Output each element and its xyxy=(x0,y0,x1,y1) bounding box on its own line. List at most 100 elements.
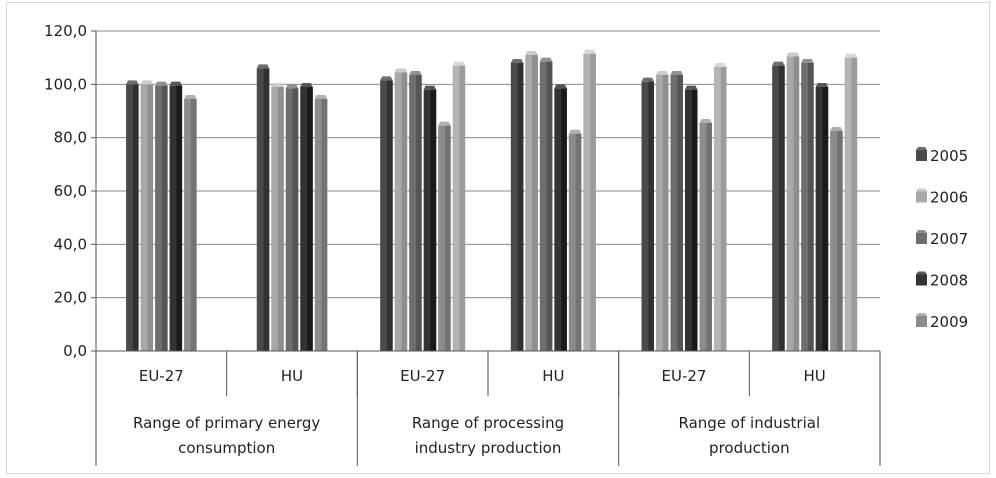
bar-shade xyxy=(677,75,683,351)
group-label: Range of industrial xyxy=(679,414,821,432)
bar xyxy=(525,51,538,351)
bar xyxy=(380,76,393,351)
bar xyxy=(300,83,313,351)
bar xyxy=(772,61,785,352)
bar-shade xyxy=(190,99,197,351)
bar-top xyxy=(714,63,727,67)
y-tick-label: 80,0 xyxy=(54,129,87,147)
legend-label: 2009 xyxy=(930,313,968,331)
legend-swatch xyxy=(916,233,927,244)
bar-top xyxy=(568,129,582,134)
bar-top xyxy=(786,52,800,57)
bar-shade xyxy=(401,72,408,351)
bars-layer xyxy=(126,49,858,352)
bar-shade xyxy=(532,55,538,351)
bar-top xyxy=(300,83,313,87)
legend-swatch-top xyxy=(916,147,927,150)
bar-top xyxy=(438,121,451,126)
bar-shade xyxy=(132,84,139,351)
bar-shade xyxy=(561,88,567,351)
legend-item: 2006 xyxy=(916,188,968,207)
bar-top xyxy=(314,95,328,99)
bar-top xyxy=(380,76,393,81)
bar-top xyxy=(256,64,270,69)
y-tick-label: 120,0 xyxy=(44,22,87,40)
bar-top xyxy=(184,95,197,99)
bar-top xyxy=(641,77,654,82)
category-label: EU-27 xyxy=(400,367,445,385)
bar xyxy=(641,77,654,352)
bar xyxy=(568,129,582,351)
bar-shade xyxy=(779,65,785,352)
bar xyxy=(256,64,270,351)
legend-item: 2007 xyxy=(916,230,968,248)
bar-shade xyxy=(822,87,829,351)
bar xyxy=(699,119,712,351)
bar-top xyxy=(801,59,814,63)
bar xyxy=(271,83,284,351)
bar-shade xyxy=(662,75,669,351)
category-label: HU xyxy=(542,367,564,385)
group-label: consumption xyxy=(178,439,275,457)
legend-swatch-top xyxy=(916,230,927,233)
grid-layer xyxy=(96,30,880,299)
bar-shade xyxy=(321,99,328,351)
y-tick-label: 40,0 xyxy=(54,235,87,253)
bar-shade xyxy=(575,133,582,351)
bar xyxy=(452,61,466,352)
legend-item: 2005 xyxy=(916,147,968,165)
legend-swatch-top xyxy=(916,313,927,316)
bar xyxy=(670,71,683,351)
legend-item: 2009 xyxy=(916,313,968,331)
group-label: production xyxy=(709,439,790,457)
bar xyxy=(656,71,669,351)
bar-top xyxy=(656,71,669,75)
bar-top xyxy=(169,81,183,86)
bar-top xyxy=(155,81,168,86)
legend-label: 2005 xyxy=(930,147,968,165)
bar xyxy=(801,59,814,351)
bar-top xyxy=(126,80,139,85)
bar-top xyxy=(815,83,829,87)
bar xyxy=(169,81,183,352)
legend-swatch xyxy=(916,274,927,286)
bar-shade xyxy=(793,56,800,351)
bar xyxy=(510,59,524,351)
bar xyxy=(438,121,451,352)
bar-shade xyxy=(147,84,154,351)
bar xyxy=(126,80,139,351)
legend: 2005 2006 2007 2008 2009 xyxy=(916,147,968,331)
bar-shade xyxy=(176,85,183,352)
bar xyxy=(815,83,829,351)
bar xyxy=(314,95,328,351)
bar-top xyxy=(539,57,553,62)
bar-top xyxy=(423,85,437,90)
legend-swatch xyxy=(916,150,927,161)
bar xyxy=(554,84,567,351)
bar-shade xyxy=(851,57,858,352)
category-label: EU-27 xyxy=(662,367,707,385)
bar-top xyxy=(140,80,154,85)
bar-top xyxy=(285,84,299,89)
bar-top xyxy=(699,119,712,123)
bar-shade xyxy=(387,80,393,351)
category-label: HU xyxy=(804,367,826,385)
bar xyxy=(786,52,800,351)
legend-swatch xyxy=(916,191,927,203)
bar xyxy=(409,71,422,351)
bar-shade xyxy=(590,53,596,352)
bar xyxy=(844,53,858,352)
category-label: HU xyxy=(281,367,303,385)
group-label: industry production xyxy=(415,439,562,457)
axis-layer: 0,0 20,0 40,0 60,0 80,0 100,0 120,0 EU-27 HU EU-2… xyxy=(44,22,881,466)
y-tick-label: 60,0 xyxy=(54,182,87,200)
bar xyxy=(394,68,408,351)
group-label: Range of processing xyxy=(412,414,564,432)
y-tick-label: 0,0 xyxy=(63,342,87,360)
legend-swatch xyxy=(916,316,927,327)
bar-shade xyxy=(161,85,168,352)
bar-shade xyxy=(546,61,553,352)
legend-swatch-top xyxy=(916,271,927,275)
bar-top xyxy=(772,61,785,66)
bar-top xyxy=(510,59,524,63)
